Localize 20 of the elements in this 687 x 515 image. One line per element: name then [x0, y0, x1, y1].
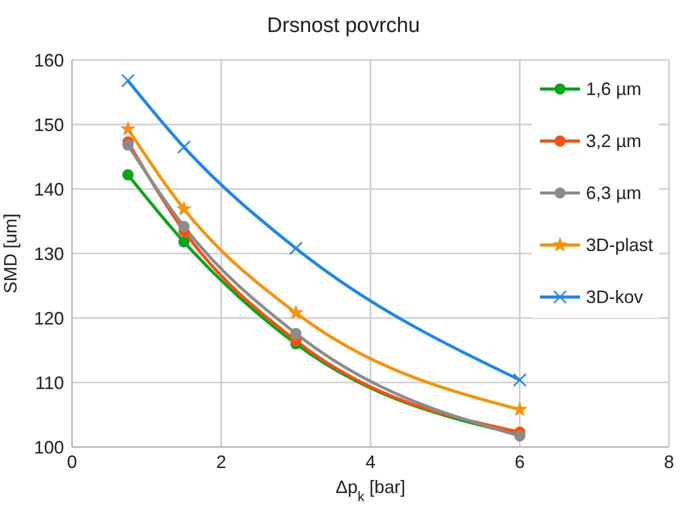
y-tick-label: 110 [35, 372, 64, 393]
y-tick-label: 130 [34, 244, 64, 264]
legend-label: 6,3 µm [586, 182, 642, 204]
y-tick-label: 100 [34, 437, 64, 458]
x-tick-label: 4 [365, 452, 376, 472]
y-tick-label: 160 [34, 50, 64, 70]
x-tick-label: 8 [664, 452, 674, 472]
legend-label: 3D-plast [586, 234, 653, 256]
legend-label: 3D-kov [586, 286, 643, 308]
y-tick-label: 140 [34, 179, 64, 200]
x-axis-title: Δp$_{k}$ [bar] [336, 477, 406, 504]
x-tick-label: 2 [216, 452, 226, 472]
legend-label: 1,6 µm [586, 78, 642, 100]
y-axis-title: SMD [um] [0, 213, 20, 294]
x-tick-label: 0 [66, 452, 78, 472]
x-tick-label: 6 [514, 452, 525, 472]
y-tick-label: 120 [34, 308, 64, 328]
y-tick-label: 150 [34, 114, 64, 135]
chart-title: Drsnost povrchu [266, 14, 421, 38]
legend-label: 3,2 µm [586, 130, 642, 152]
